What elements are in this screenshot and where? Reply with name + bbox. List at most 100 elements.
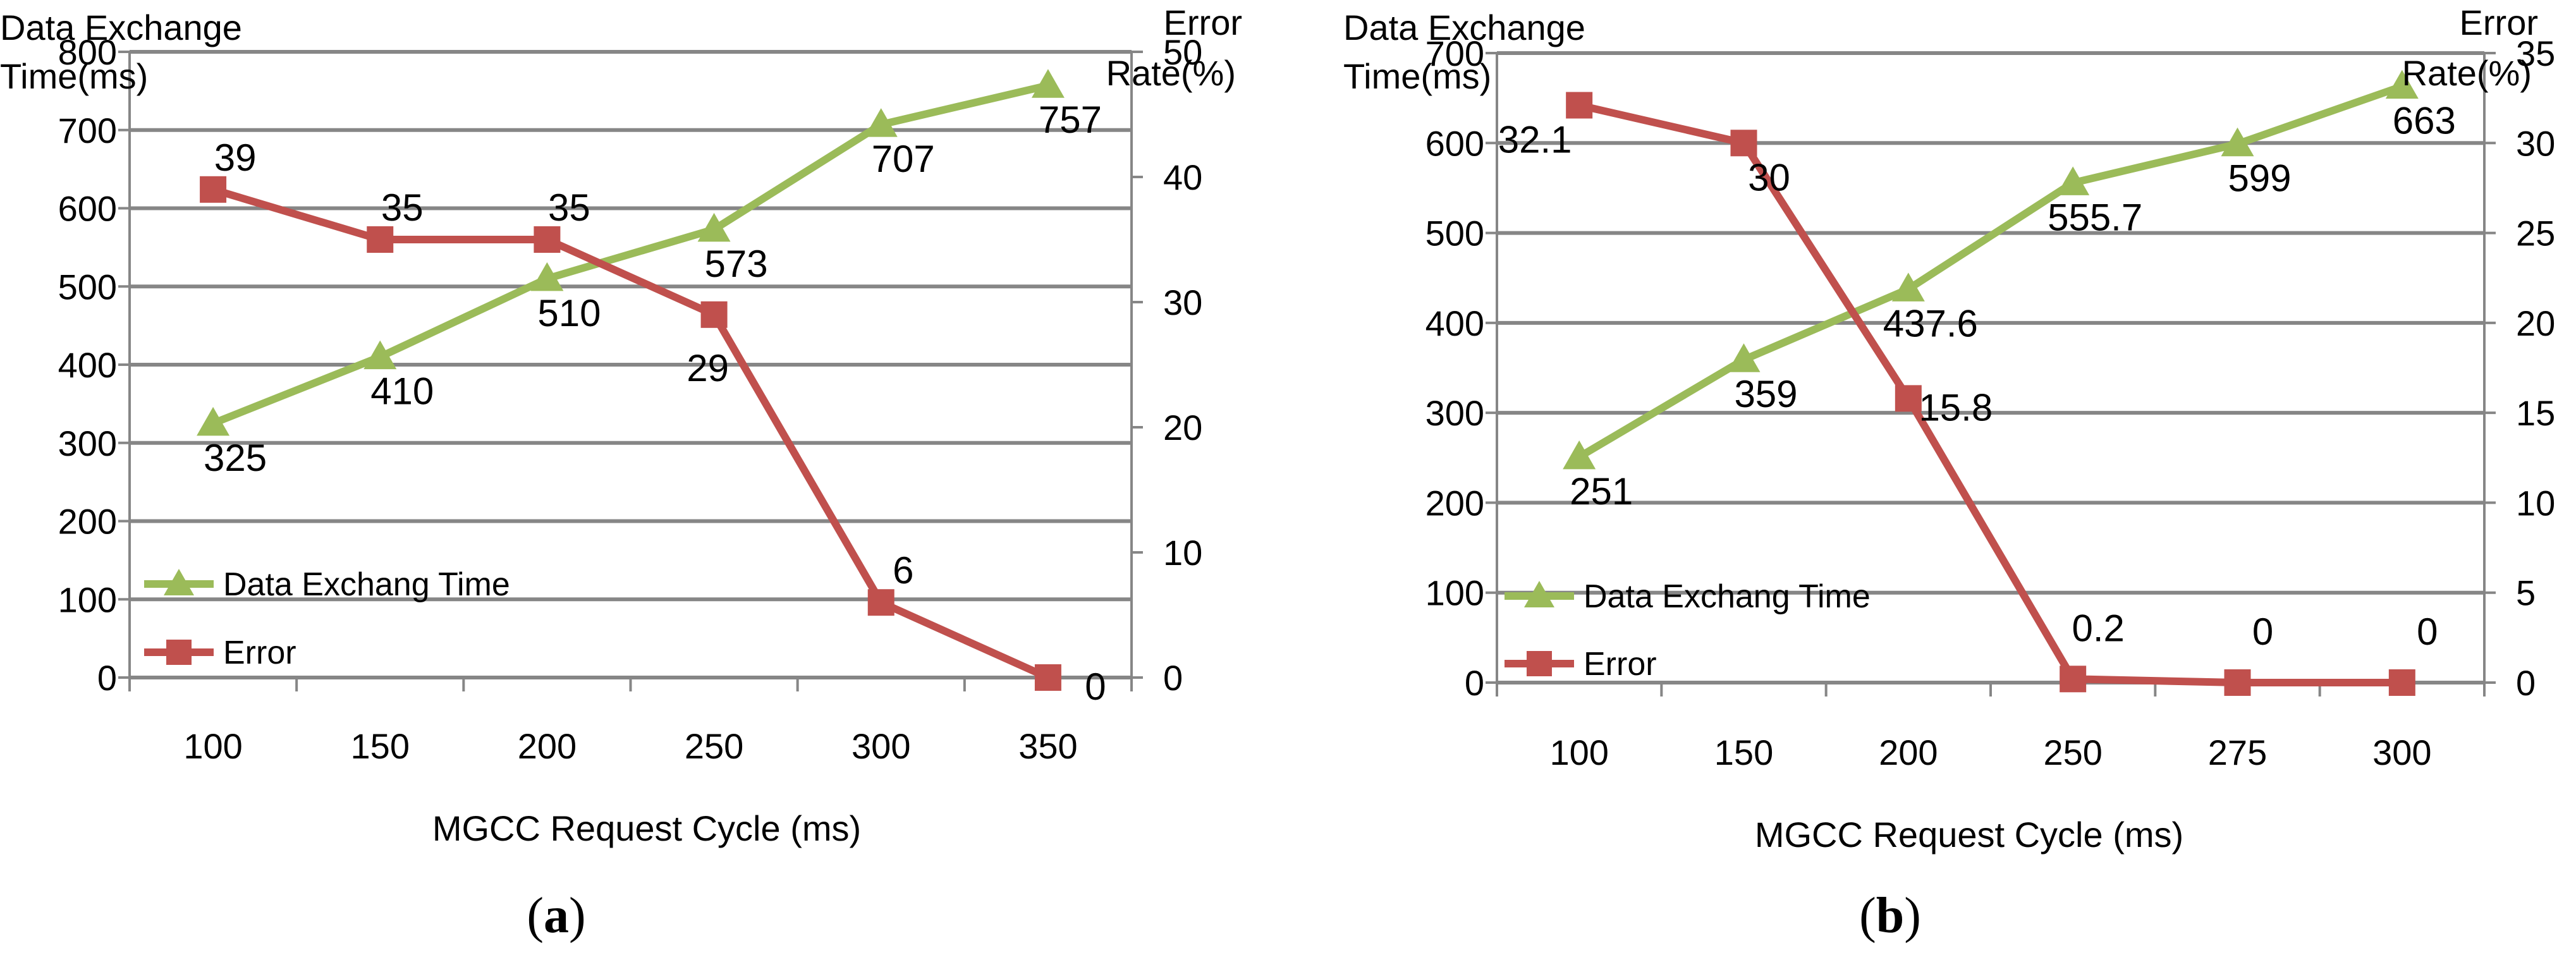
left-y-tick-label: 100 [1425, 573, 1484, 613]
data-label: 437.6 [1883, 302, 1978, 344]
x-tick-label: 250 [685, 726, 743, 766]
triangle-marker [1727, 343, 1761, 372]
grid-lines [130, 50, 1132, 679]
square-marker [200, 176, 227, 203]
left-axis-title-line1: Data Exchange [0, 8, 242, 47]
left-axis-title-line2: Time(ms) [1343, 56, 1491, 96]
x-tick-label: 350 [1018, 726, 1077, 766]
left-y-tick-label: 200 [1425, 483, 1484, 523]
data-label: 6 [893, 549, 913, 592]
triangle-marker [2385, 70, 2419, 99]
left-axis-title-line1: Data Exchange [1343, 8, 1585, 47]
data-label: 32.1 [1498, 119, 1572, 161]
square-marker [700, 301, 728, 328]
chart-panel-a: 0 100 200 300 400 500 600 700 800 0 10 20 30 40 50 10… [0, 3, 1242, 944]
data-label: 0 [2417, 611, 2438, 653]
data-series: 251 359 437.6 555.7 599 663 32.1 30 15.8 0.2 0 0 [1498, 70, 2456, 696]
right-axis-title-line1: Error [2460, 3, 2538, 42]
data-label: 555.7 [2048, 196, 2142, 238]
square-marker [1895, 385, 1922, 412]
right-y-tick-label: 15 [2516, 393, 2555, 433]
triangle-marker [697, 212, 731, 242]
panel-caption-b: (b) [1859, 888, 1921, 944]
data-label: 663 [2393, 100, 2456, 142]
data-label: 0 [1085, 666, 1106, 708]
x-tick-label: 200 [518, 726, 577, 766]
legend-label: Error [223, 635, 296, 671]
x-tick-label: 275 [2208, 733, 2267, 772]
triangle-marker [530, 262, 564, 291]
legend-label: Data Exchang Time [223, 566, 510, 603]
right-y-tick-label: 0 [2516, 663, 2536, 703]
right-y-tick-label: 20 [2516, 303, 2555, 343]
legend: Data Exchang Time Error [144, 566, 510, 671]
x-tick-labels: 100 150 200 250 300 350 [183, 726, 1077, 766]
right-y-tick-label: 50 [1163, 32, 1202, 72]
data-label: 39 [214, 137, 257, 179]
left-y-tick-label: 400 [1425, 303, 1484, 343]
triangle-marker [2221, 127, 2254, 157]
x-tick-label: 150 [351, 726, 410, 766]
left-y-tick-label: 300 [58, 423, 117, 463]
triangle-marker [864, 108, 898, 137]
x-tick-label: 300 [852, 726, 910, 766]
right-y-tick-label: 30 [2516, 123, 2555, 163]
left-y-tick-label: 600 [1425, 123, 1484, 163]
legend-triangle-icon [1524, 581, 1554, 607]
data-label: 0 [2252, 611, 2273, 653]
square-marker [2060, 666, 2087, 693]
error-series-line [1578, 101, 2402, 686]
triangle-marker [1891, 272, 1925, 301]
left-y-tick-label: 200 [58, 502, 117, 542]
left-y-tick-label: 0 [1465, 663, 1484, 703]
square-marker [1034, 664, 1061, 691]
axes [118, 51, 1143, 691]
x-axis-title: MGCC Request Cycle (ms) [1755, 815, 2183, 855]
data-label: 251 [1570, 470, 1633, 513]
left-y-tick-label: 600 [58, 189, 117, 229]
data-label: 15.8 [1919, 386, 1993, 429]
right-axis-title-line2: Rate(%) [1106, 53, 1236, 93]
left-y-tick-labels: 0 100 200 300 400 500 600 700 800 [58, 32, 117, 698]
left-y-tick-label: 0 [97, 658, 117, 698]
left-y-tick-label: 700 [1425, 33, 1484, 73]
triangle-marker [363, 340, 397, 370]
x-tick-labels: 100 150 200 250 275 300 [1549, 733, 2431, 772]
triangle-marker [1563, 440, 1596, 470]
right-y-tick-labels: 0 5 10 15 20 25 30 35 [2516, 33, 2555, 703]
right-y-tick-label: 25 [2516, 214, 2555, 253]
left-y-tick-labels: 0 100 200 300 400 500 600 700 [1425, 33, 1484, 703]
right-y-tick-label: 35 [2516, 33, 2555, 73]
data-series: 325 410 510 573 707 757 39 35 35 29 6 0 [197, 69, 1106, 708]
right-axis-title-line2: Rate(%) [2402, 53, 2532, 93]
square-marker [867, 589, 894, 616]
data-label: 599 [2228, 157, 2291, 200]
error-series-line [212, 186, 1050, 681]
right-y-tick-label: 10 [2516, 483, 2555, 523]
right-y-tick-label: 30 [1163, 283, 1202, 322]
square-marker [2224, 669, 2251, 696]
x-axis-title: MGCC Request Cycle (ms) [432, 808, 861, 848]
data-label: 410 [370, 370, 434, 413]
square-marker [367, 226, 394, 253]
left-y-tick-label: 400 [58, 345, 117, 385]
data-label: 0.2 [2072, 607, 2124, 649]
data-label: 35 [381, 186, 424, 229]
legend-square-icon [1527, 651, 1552, 676]
left-y-tick-label: 300 [1425, 393, 1484, 433]
left-y-tick-label: 800 [58, 32, 117, 72]
square-marker [534, 226, 561, 253]
triangle-marker [2056, 166, 2090, 195]
data-label: 35 [548, 186, 590, 229]
right-y-tick-label: 10 [1163, 533, 1202, 573]
right-y-tick-label: 0 [1163, 658, 1183, 698]
right-y-tick-labels: 0 10 20 30 40 50 [1163, 32, 1202, 698]
legend-label: Error [1584, 646, 1657, 683]
left-y-tick-label: 700 [58, 111, 117, 150]
right-y-tick-label: 40 [1163, 157, 1202, 197]
panel-caption-a: (a) [527, 888, 585, 944]
data-label: 757 [1039, 99, 1102, 141]
triangle-marker [197, 406, 230, 436]
